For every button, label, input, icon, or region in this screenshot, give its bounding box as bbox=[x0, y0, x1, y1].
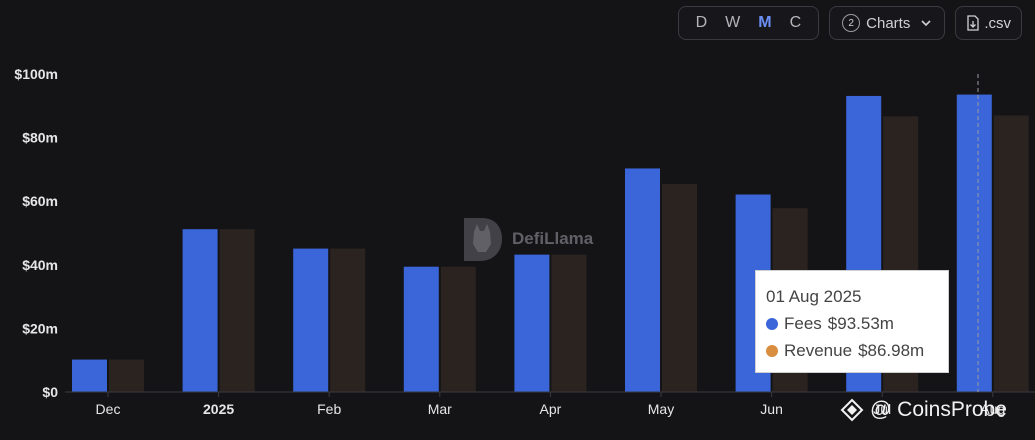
x-tick-label: 2025 bbox=[203, 401, 234, 417]
tooltip-revenue-row: Revenue $86.98m bbox=[766, 341, 948, 361]
period-cumulative-button[interactable]: C bbox=[789, 14, 802, 31]
tooltip-fees-row: Fees $93.53m bbox=[766, 314, 948, 334]
fees-bar[interactable] bbox=[182, 229, 218, 392]
x-tick-label: Aug bbox=[980, 401, 1005, 417]
revenue-legend-dot bbox=[766, 345, 778, 357]
revenue-bar[interactable] bbox=[551, 254, 587, 392]
tooltip-revenue-value: $86.98m bbox=[858, 341, 925, 360]
llama-logo-icon bbox=[464, 218, 502, 261]
watermark-text: DefiLlama bbox=[512, 229, 594, 248]
revenue-bar[interactable] bbox=[440, 266, 476, 392]
revenue-bar[interactable] bbox=[662, 184, 697, 392]
x-tick-label: May bbox=[648, 401, 674, 417]
period-week-button[interactable]: W bbox=[725, 14, 741, 31]
chevron-down-icon bbox=[921, 20, 931, 27]
x-tick-label: Mar bbox=[428, 401, 452, 417]
charts-count-badge: 2 bbox=[842, 14, 861, 32]
x-tick-label: Jul bbox=[873, 401, 891, 417]
fees-bar[interactable] bbox=[293, 248, 329, 392]
tooltip-fees-label: Fees bbox=[784, 314, 822, 333]
fees-bar[interactable] bbox=[403, 266, 439, 392]
period-month-button[interactable]: M bbox=[758, 14, 772, 31]
coinsprobe-credit: @ CoinsProbe bbox=[840, 398, 1007, 422]
tooltip-date: 01 Aug 2025 bbox=[766, 287, 862, 306]
tooltip-fees-value: $93.53m bbox=[827, 314, 894, 333]
y-tick-label: $20m bbox=[22, 320, 58, 336]
revenue-bar[interactable] bbox=[109, 359, 144, 392]
coinsprobe-text: @ CoinsProbe bbox=[870, 398, 1007, 421]
charts-label: Charts bbox=[866, 14, 911, 32]
coinsprobe-logo-icon bbox=[840, 398, 864, 422]
csv-label: .csv bbox=[984, 14, 1011, 32]
chart-toolbar: D W M C 2 Charts .csv bbox=[677, 6, 1022, 40]
revenue-bar[interactable] bbox=[330, 248, 366, 392]
fees-bar[interactable] bbox=[956, 94, 992, 393]
fees-legend-dot bbox=[766, 318, 778, 330]
x-tick-label: Jun bbox=[760, 401, 783, 417]
fees-bar[interactable] bbox=[514, 254, 550, 392]
y-tick-label: $40m bbox=[22, 257, 58, 273]
y-tick-label: $60m bbox=[22, 193, 58, 209]
y-tick-label: $100m bbox=[14, 66, 58, 82]
tooltip-revenue-label: Revenue bbox=[784, 341, 853, 360]
charts-dropdown-button[interactable]: 2 Charts bbox=[829, 6, 946, 40]
period-selector: D W M C bbox=[677, 6, 820, 40]
y-tick-label: $0 bbox=[42, 384, 58, 400]
chart-tooltip: 01 Aug 2025 Fees $93.53m Revenue $86.98m bbox=[755, 270, 949, 373]
x-tick-label: Apr bbox=[540, 401, 562, 417]
defillama-watermark: DefiLlama bbox=[460, 214, 593, 264]
download-csv-button[interactable]: .csv bbox=[955, 6, 1022, 40]
x-tick-label: Dec bbox=[96, 401, 121, 417]
fees-bar[interactable] bbox=[72, 359, 107, 392]
y-tick-label: $80m bbox=[22, 130, 58, 146]
period-day-button[interactable]: D bbox=[695, 14, 708, 31]
x-tick-label: Feb bbox=[317, 401, 341, 417]
fees-bar[interactable] bbox=[625, 168, 660, 392]
revenue-bar[interactable] bbox=[219, 229, 255, 392]
file-download-icon bbox=[967, 15, 979, 31]
revenue-bar[interactable] bbox=[993, 115, 1029, 393]
